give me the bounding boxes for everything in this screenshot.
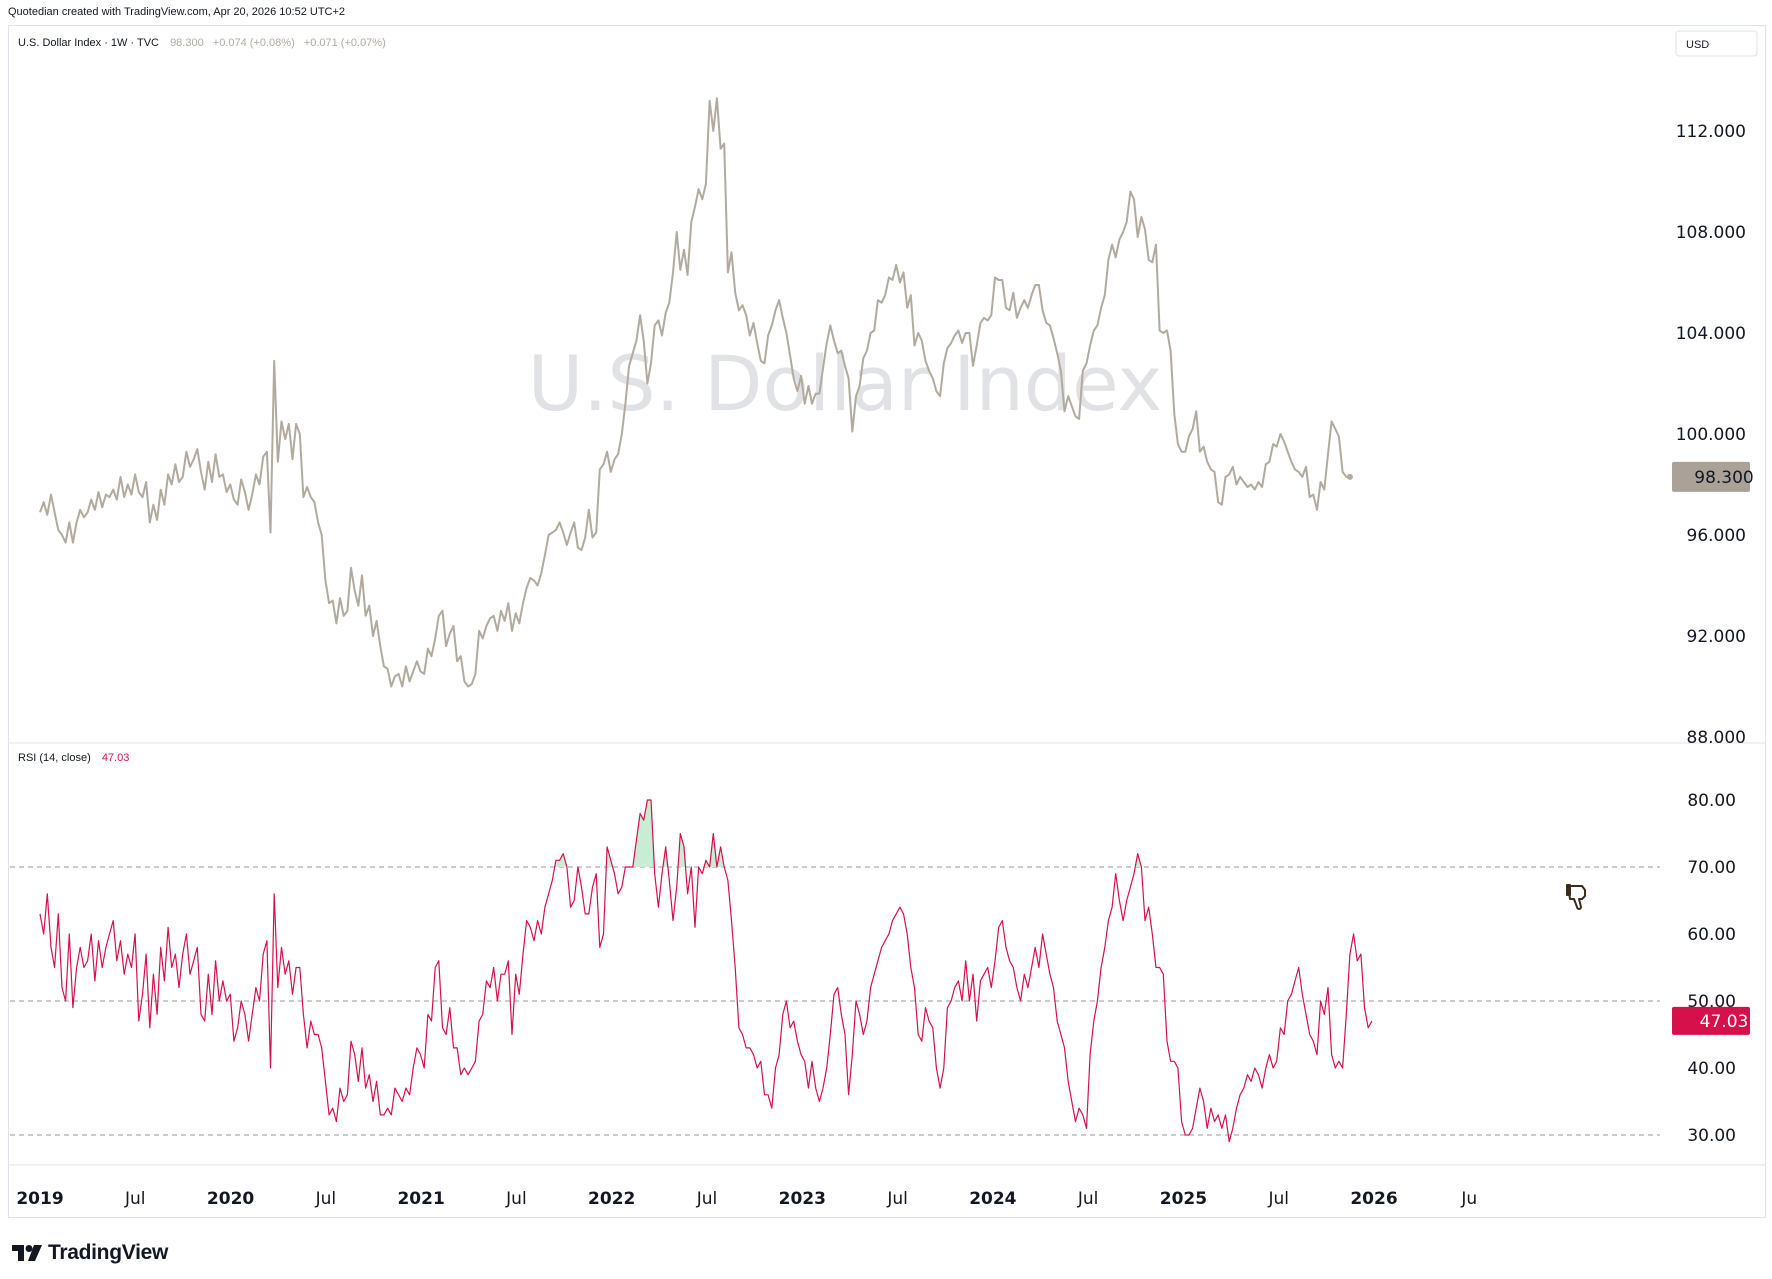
rsi-axis-tick-label: 70.00: [1687, 858, 1736, 878]
price-legend-change1: +0.074 (+0.08%): [213, 37, 295, 49]
rsi-legend-label: RSI (14, close): [18, 752, 91, 764]
price-axis-tick-label: 112.000: [1676, 122, 1746, 142]
time-axis-tick-label: 2022: [588, 1189, 635, 1209]
time-axis-tick-label: 2025: [1160, 1189, 1207, 1209]
time-axis-tick-label: Jul: [1077, 1189, 1099, 1209]
time-axis-tick-label: Jul: [315, 1189, 337, 1209]
time-axis-tick-label: Jul: [696, 1189, 718, 1209]
rsi-last-badge: [1672, 1006, 1750, 1035]
time-axis-tick-label: 2020: [207, 1189, 254, 1209]
time-axis-tick-label: Jul: [124, 1189, 146, 1209]
time-axis-tick-label: 2024: [969, 1189, 1016, 1209]
time-axis-tick-label: 2019: [16, 1189, 63, 1209]
price-last-badge-label: 98.300: [1694, 468, 1753, 488]
time-axis-tick-label: 2023: [779, 1189, 826, 1209]
rsi-axis-tick-label: 60.00: [1687, 925, 1736, 945]
chart-credit-note: Quotedian created with TradingView.com, …: [8, 6, 346, 18]
rsi-legend-last: 47.03: [102, 752, 130, 764]
price-last-point: [1346, 473, 1353, 480]
pointing-hand-icon[interactable]: [1566, 884, 1586, 910]
rsi-overbought-fill: [554, 800, 1142, 867]
watermark: U.S. Dollar Index: [528, 339, 1163, 428]
time-axis-tick-label: Jul: [1267, 1189, 1289, 1209]
time-axis-tick-label: Jul: [505, 1189, 527, 1209]
rsi-axis-tick-label: 30.00: [1687, 1126, 1736, 1146]
rsi-axis-tick-label: 80.00: [1687, 791, 1736, 811]
price-legend-last: 98.300: [170, 37, 204, 49]
time-axis-tick-label: 2026: [1350, 1189, 1397, 1209]
chart-frame: [8, 25, 1766, 1218]
price-axis-tick-label: 96.000: [1687, 526, 1746, 546]
price-legend-symbol: U.S. Dollar Index · 1W · TVC: [18, 37, 159, 49]
price-series-line[interactable]: [39, 97, 1350, 688]
price-last-badge: [1672, 461, 1750, 492]
price-legend-change2: +0.071 (+0.07%): [304, 37, 386, 49]
currency-button-label: USD: [1686, 39, 1709, 51]
price-axis-tick-label: 92.000: [1687, 627, 1746, 647]
price-axis-tick-label: 104.000: [1676, 324, 1746, 344]
rsi-last-badge-label: 47.03: [1700, 1012, 1749, 1032]
time-axis-tick-label: Ju: [1460, 1189, 1477, 1209]
price-axis-tick-label: 100.000: [1676, 425, 1746, 445]
rsi-legend: RSI (14, close) 47.03: [18, 752, 129, 764]
tradingview-brand: TradingView: [48, 1241, 169, 1264]
rsi-series-line[interactable]: [39, 799, 1373, 1143]
rsi-axis-tick-label: 40.00: [1687, 1059, 1736, 1079]
currency-button[interactable]: [1675, 30, 1758, 57]
tradingview-logo[interactable]: TradingView: [12, 1240, 168, 1266]
time-axis-tick-label: Jul: [886, 1189, 908, 1209]
price-axis-tick-label: 88.000: [1687, 728, 1746, 748]
time-axis-tick-label: 2021: [397, 1189, 444, 1209]
price-axis-tick-label: 108.000: [1676, 223, 1746, 243]
tradingview-logo-icon: [12, 1245, 42, 1261]
price-legend: U.S. Dollar Index · 1W · TVC 98.300 +0.0…: [18, 37, 386, 49]
